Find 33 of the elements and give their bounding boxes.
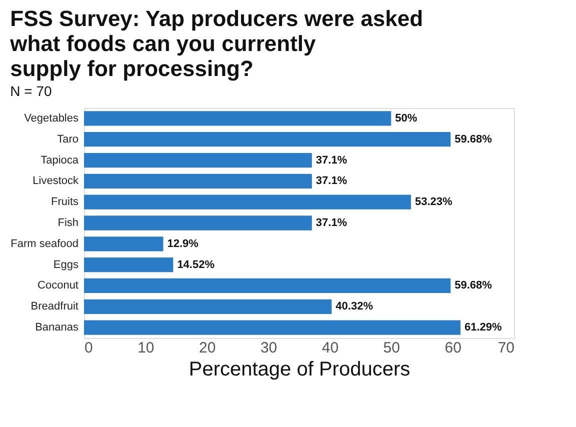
data-label: 59.68% [454, 280, 492, 292]
x-tick-label: 0 [84, 340, 93, 356]
y-tick-label: Fish [58, 217, 78, 229]
y-tick-label: Taro [57, 133, 78, 146]
x-tick-label: 20 [199, 340, 216, 356]
y-tick-label: Breadfruit [30, 300, 78, 313]
data-label: 50% [395, 112, 418, 124]
y-tick-label: Bananas [35, 322, 79, 334]
data-label: 12.9% [167, 238, 199, 250]
y-tick-label: Livestock [32, 175, 79, 188]
y-tick-label: Farm seafood [10, 238, 78, 250]
data-label: 37.1% [316, 154, 348, 166]
data-label: 37.1% [316, 175, 348, 188]
y-tick-label: Vegetables [24, 112, 79, 124]
y-tick-label: Eggs [53, 258, 79, 271]
x-tick-label: 70 [498, 340, 514, 356]
y-tick-label: Coconut [38, 280, 78, 292]
data-label: 59.68% [454, 133, 492, 146]
data-label: 14.52% [177, 258, 215, 271]
chart-title: FSS Survey: Yap producers were asked what foods can you currently supply for processing? [9, 6, 424, 81]
x-axis-title: Percentage of Producers [188, 358, 410, 380]
data-label: 53.23% [414, 196, 453, 208]
data-label: 61.29% [464, 322, 502, 334]
y-tick-label: Fruits [51, 196, 79, 208]
y-tick-label: Tapioca [40, 154, 80, 166]
x-tick-label: 50 [383, 340, 400, 356]
chart-subtitle: N = 70 [10, 83, 52, 99]
data-label: 37.1% [316, 217, 348, 229]
x-tick-label: 30 [260, 340, 278, 356]
x-tick-label: 60 [444, 340, 462, 356]
x-tick-label: 10 [138, 340, 154, 356]
data-label: 40.32% [336, 300, 374, 313]
x-tick-label: 40 [322, 340, 339, 356]
